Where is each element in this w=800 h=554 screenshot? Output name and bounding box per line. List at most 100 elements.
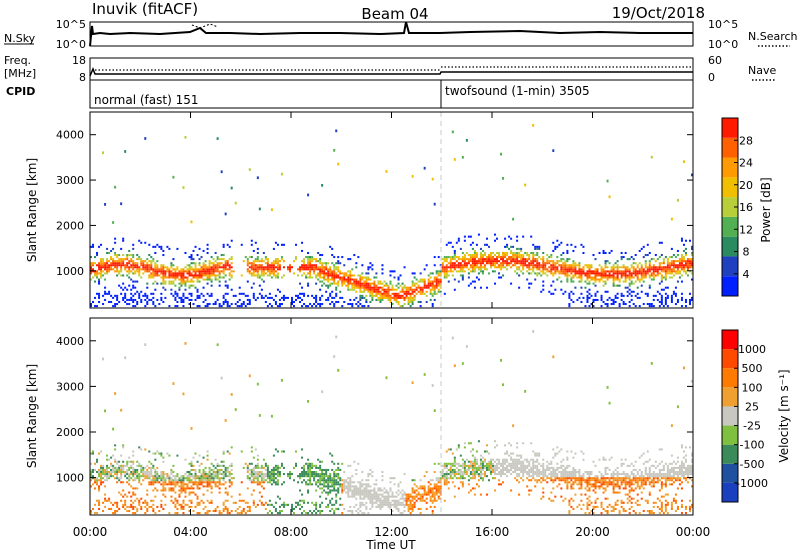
power-cell [684,272,687,275]
power-cell [461,260,464,263]
power-cell [538,272,541,275]
power-cell [228,258,231,261]
power-cell [210,268,213,271]
velocity-cell [423,491,426,494]
velocity-cell [371,489,374,492]
power-cell [381,296,384,299]
power-cell [618,270,621,273]
velocity-cell [266,512,269,515]
power-cell [630,280,633,283]
velocity-cell [116,462,119,465]
power-cell [672,254,675,257]
power-cell [451,274,454,277]
power-cell [144,294,147,297]
power-cell [522,258,525,261]
power-cell [514,264,517,267]
velocity-cell [254,475,257,478]
power-cell [498,272,501,275]
power-cell [528,262,531,265]
velocity-cell [514,466,517,469]
velocity-cell [180,479,183,482]
velocity-cell [365,491,368,494]
power-cell [487,258,490,261]
velocity-cell [489,464,492,467]
velocity-cell [108,499,111,502]
power-cell [534,247,537,250]
power-cell [186,278,189,281]
velocity-cell [160,479,163,482]
velocity-cell [214,483,217,486]
power-cell [246,260,249,263]
power-cell [566,260,569,263]
power-cell [301,268,304,271]
power-cell [572,260,575,263]
power-cell [628,284,631,287]
power-cell [582,245,585,248]
power-cell [176,292,179,295]
velocity-cell [355,491,358,494]
velocity-cell [228,512,231,515]
power-cell [373,290,376,293]
power-cell [315,305,318,308]
power-cell [471,241,474,244]
power-cell [359,276,362,279]
power-cell [389,296,392,299]
power-cell [272,274,275,277]
power-cell [443,270,446,273]
velocity-cell [518,462,521,465]
power-cell [489,266,492,269]
velocity-cell [319,483,322,486]
power-cell [128,268,131,271]
power-cell [435,272,438,275]
velocity-cell [361,497,364,500]
power-cell [311,266,314,269]
power-cell [690,260,693,263]
power-cell [666,294,669,297]
power-cell [331,282,334,285]
velocity-cell [317,475,320,478]
velocity-cell [433,505,436,508]
power-cell [108,266,111,269]
velocity-cell [252,475,255,478]
power-cell [142,264,145,267]
velocity-cell [268,499,271,502]
power-cell [632,268,635,271]
velocity-cell [130,473,133,476]
velocity-cell [228,481,231,484]
power-cell [150,260,153,263]
velocity-cell [475,462,478,465]
power-cell [518,256,521,259]
power-cell [473,262,476,265]
power-cell [240,303,243,306]
power-cell [148,270,151,273]
velocity-cell [166,452,169,455]
velocity-cell [409,512,412,515]
velocity-cell [120,454,123,457]
power-cell [626,270,629,273]
velocity-cell [481,479,484,482]
power-cell [660,298,663,301]
velocity-cell [524,470,527,474]
power-cell [220,276,223,279]
velocity-cell [142,466,145,469]
power-cell [341,276,344,279]
power-cell [186,272,189,275]
velocity-cell [128,491,131,494]
power-cell [592,282,595,285]
power-cell [678,264,681,267]
power-cell [656,258,659,261]
velocity-cell [443,466,446,469]
velocity-cell [174,477,177,480]
power-cell [190,258,193,261]
velocity-cell [92,452,95,455]
velocity-cell [419,487,422,490]
velocity-cell [445,481,448,484]
power-cell [128,272,131,275]
power-cell [323,276,326,279]
power-cell [204,268,207,271]
power-cell [313,264,316,267]
power-cell [481,272,484,275]
velocity-cell [411,509,414,513]
power-cell [180,298,183,301]
velocity-cell [339,483,342,486]
